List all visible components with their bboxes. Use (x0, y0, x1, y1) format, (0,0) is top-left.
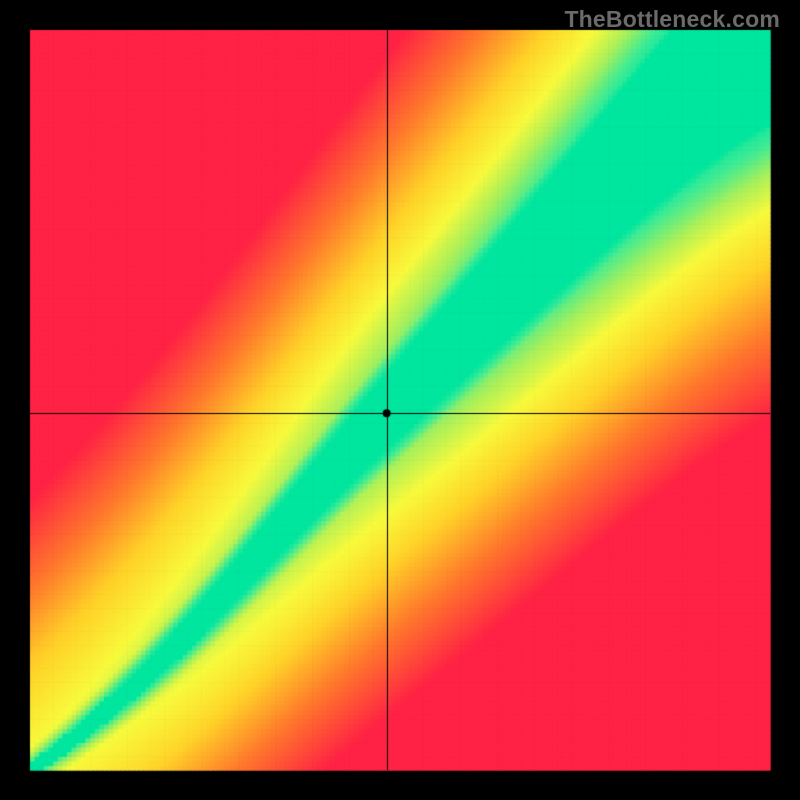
bottleneck-heatmap (0, 0, 800, 800)
watermark-text: TheBottleneck.com (564, 6, 780, 33)
chart-container: TheBottleneck.com (0, 0, 800, 800)
